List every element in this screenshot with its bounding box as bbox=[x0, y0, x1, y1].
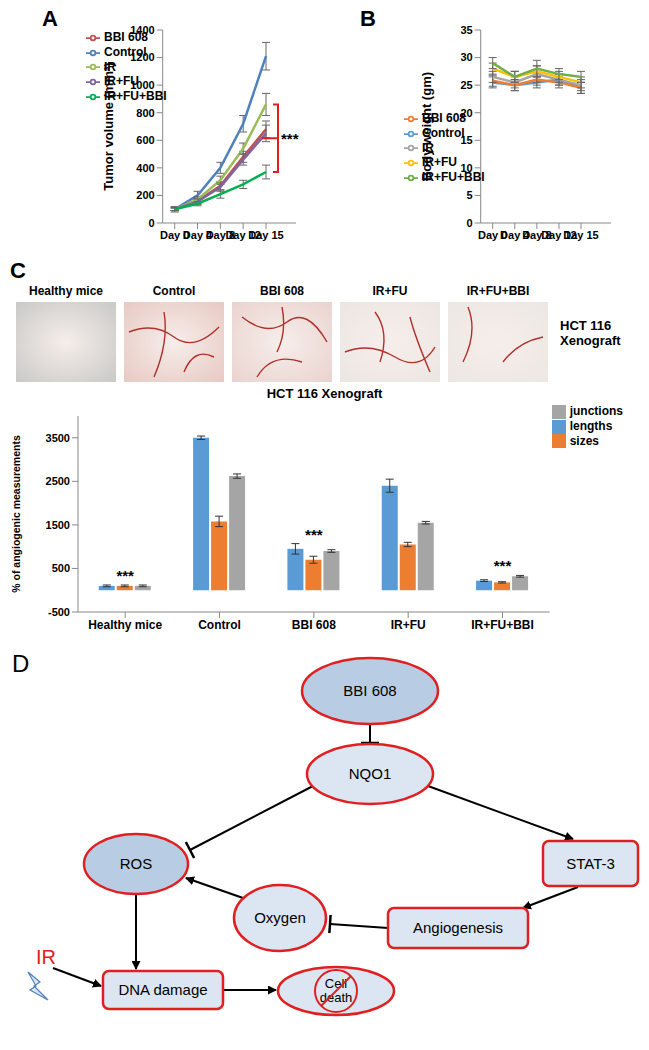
svg-text:200: 200 bbox=[136, 189, 154, 201]
svg-text:IR: IR bbox=[36, 946, 56, 968]
svg-text:Celldeath: Celldeath bbox=[320, 976, 353, 1005]
svg-text:BBI 608: BBI 608 bbox=[343, 682, 396, 699]
svg-text:0: 0 bbox=[149, 217, 155, 229]
svg-text:0: 0 bbox=[467, 217, 473, 229]
svg-text:3500: 3500 bbox=[46, 432, 70, 444]
svg-text:Day 15: Day 15 bbox=[248, 229, 283, 241]
svg-text:35: 35 bbox=[460, 24, 472, 36]
svg-text:ROS: ROS bbox=[120, 855, 153, 872]
svg-text:1000: 1000 bbox=[130, 79, 154, 91]
svg-text:Angiogenesis: Angiogenesis bbox=[413, 919, 503, 936]
svg-text:D: D bbox=[12, 650, 29, 677]
svg-text:Oxygen: Oxygen bbox=[254, 909, 306, 926]
svg-text:1500: 1500 bbox=[46, 519, 70, 531]
svg-text:2500: 2500 bbox=[46, 475, 70, 487]
svg-text:600: 600 bbox=[136, 134, 154, 146]
svg-text:% of angiogenic measurements: % of angiogenic measurements bbox=[10, 435, 22, 593]
svg-text:500: 500 bbox=[52, 562, 70, 574]
svg-text:Control: Control bbox=[198, 618, 241, 632]
svg-text:800: 800 bbox=[136, 107, 154, 119]
svg-text:30: 30 bbox=[460, 51, 472, 63]
svg-text:***: *** bbox=[305, 526, 323, 543]
svg-text:400: 400 bbox=[136, 162, 154, 174]
svg-text:1400: 1400 bbox=[130, 24, 154, 36]
svg-text:***: *** bbox=[281, 130, 299, 147]
svg-text:BBI 608: BBI 608 bbox=[292, 618, 336, 632]
svg-text:1200: 1200 bbox=[130, 51, 154, 63]
svg-text:***: *** bbox=[494, 557, 512, 574]
svg-text:IR+FU: IR+FU bbox=[391, 618, 426, 632]
svg-text:10: 10 bbox=[460, 162, 472, 174]
svg-text:15: 15 bbox=[460, 134, 472, 146]
svg-text:STAT-3: STAT-3 bbox=[566, 855, 615, 872]
svg-text:Body weight (gm): Body weight (gm) bbox=[419, 72, 434, 181]
svg-text:Tumor volume (mm³): Tumor volume (mm³) bbox=[101, 62, 116, 190]
svg-text:20: 20 bbox=[460, 107, 472, 119]
svg-text:-500: -500 bbox=[48, 606, 70, 618]
svg-text:***: *** bbox=[116, 567, 134, 584]
svg-text:5: 5 bbox=[467, 189, 473, 201]
svg-text:Healthy mice: Healthy mice bbox=[88, 618, 162, 632]
svg-text:IR+FU+BBI: IR+FU+BBI bbox=[471, 618, 534, 632]
svg-text:NQO1: NQO1 bbox=[349, 765, 392, 782]
svg-text:Day 15: Day 15 bbox=[563, 229, 598, 241]
svg-text:DNA damage: DNA damage bbox=[118, 981, 207, 998]
svg-text:25: 25 bbox=[460, 79, 472, 91]
